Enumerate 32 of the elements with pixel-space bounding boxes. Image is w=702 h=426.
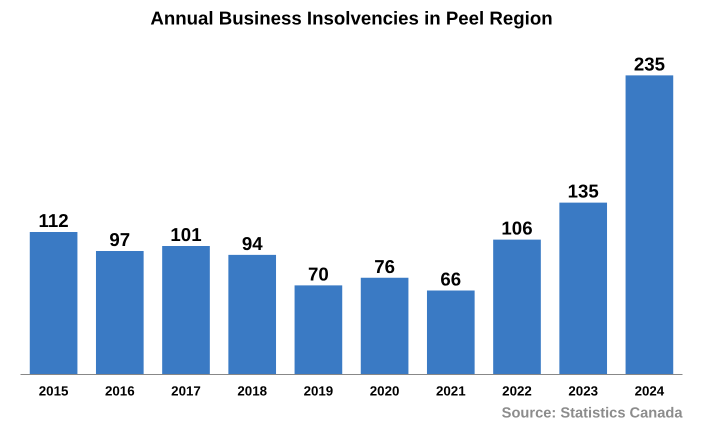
data-label: 135 [568, 180, 599, 202]
x-tick-label: 2021 [436, 384, 466, 398]
x-tick-label: 2023 [568, 384, 598, 398]
bar [626, 75, 674, 374]
x-tick-label: 2024 [634, 384, 665, 398]
chart-title: Annual Business Insolvencies in Peel Region [150, 8, 553, 28]
x-tick-label: 2022 [502, 384, 532, 398]
source-note: Source: Statistics Canada [502, 406, 684, 422]
bar [493, 240, 541, 374]
x-tick-label: 2015 [38, 384, 70, 398]
x-tick-label: 2018 [237, 384, 268, 398]
data-label: 94 [242, 232, 264, 254]
x-tick-label: 2017 [171, 384, 201, 398]
data-label: 76 [374, 256, 395, 277]
bar [559, 202, 608, 374]
x-tick-label: 2020 [370, 384, 400, 398]
bar [294, 285, 342, 374]
data-label: 101 [170, 224, 202, 245]
bar [162, 246, 210, 374]
bar [96, 251, 144, 374]
data-label: 97 [109, 229, 130, 250]
data-label: 112 [38, 210, 69, 231]
data-label: 66 [440, 268, 462, 290]
bar [228, 254, 276, 374]
data-label: 106 [501, 218, 533, 239]
bar [426, 290, 475, 374]
data-label: 235 [634, 53, 665, 74]
data-label: 70 [308, 263, 329, 284]
x-tick-label: 2019 [304, 384, 334, 398]
bar [360, 278, 408, 374]
bar [30, 232, 78, 374]
x-tick-label: 2016 [104, 384, 135, 398]
